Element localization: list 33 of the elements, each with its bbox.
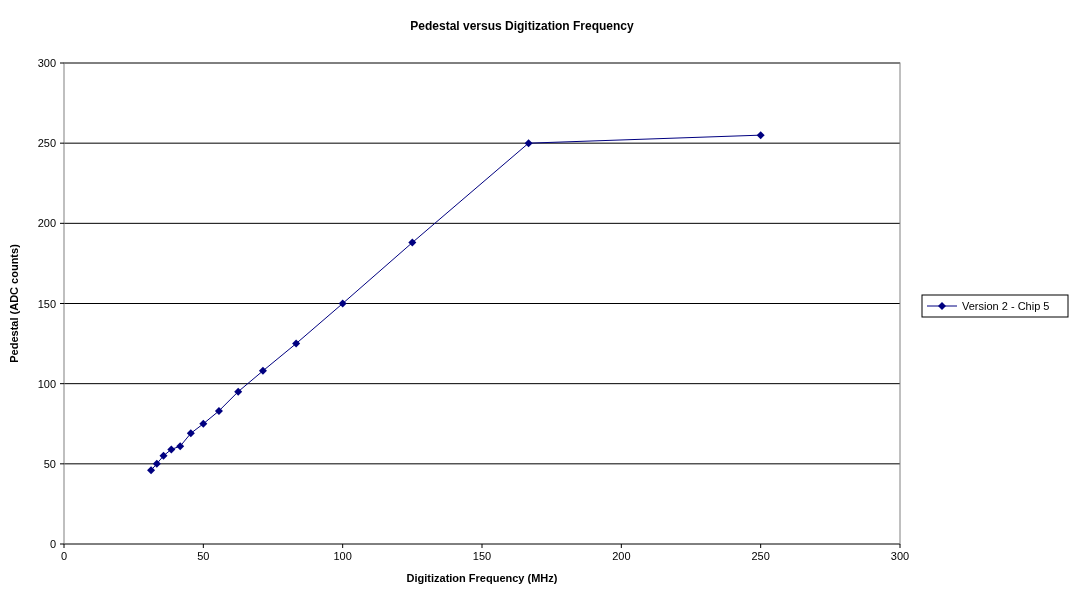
y-tick-label: 0 [49,538,56,550]
y-tick-label: 50 [43,457,56,470]
point [199,419,208,428]
x-tick-label: 0 [60,550,68,562]
chart-title: Pedestal versus Digitization Frequency [410,19,635,33]
x-tick-label: 300 [890,550,910,562]
y-tick-label: 150 [37,297,56,310]
point [147,466,156,475]
point [152,459,161,468]
point [258,366,267,375]
x-tick-label: 250 [751,550,770,562]
legend-label: Version 2 - Chip 5 [962,300,1050,312]
x-tick-label: 100 [333,550,352,562]
point [292,339,301,348]
point [338,299,347,308]
x-tick-label: 200 [612,550,631,562]
point [186,429,195,438]
x-tick-label: 50 [197,550,210,562]
y-tick-label: 300 [37,57,56,69]
y-axis-title: Pedestal (ADC counts) [8,243,20,363]
point [214,406,223,415]
x-axis-title: Digitization Frequency (MHz) [406,572,558,584]
y-tick-label: 100 [37,377,56,390]
y-tick-label: 200 [37,217,56,230]
point [408,238,417,247]
x-tick-label: 150 [472,550,492,562]
point [756,131,765,140]
point [234,387,243,396]
point [167,445,176,454]
y-tick-label: 250 [37,137,56,150]
point [159,451,168,460]
point [524,139,533,148]
point [176,442,185,451]
